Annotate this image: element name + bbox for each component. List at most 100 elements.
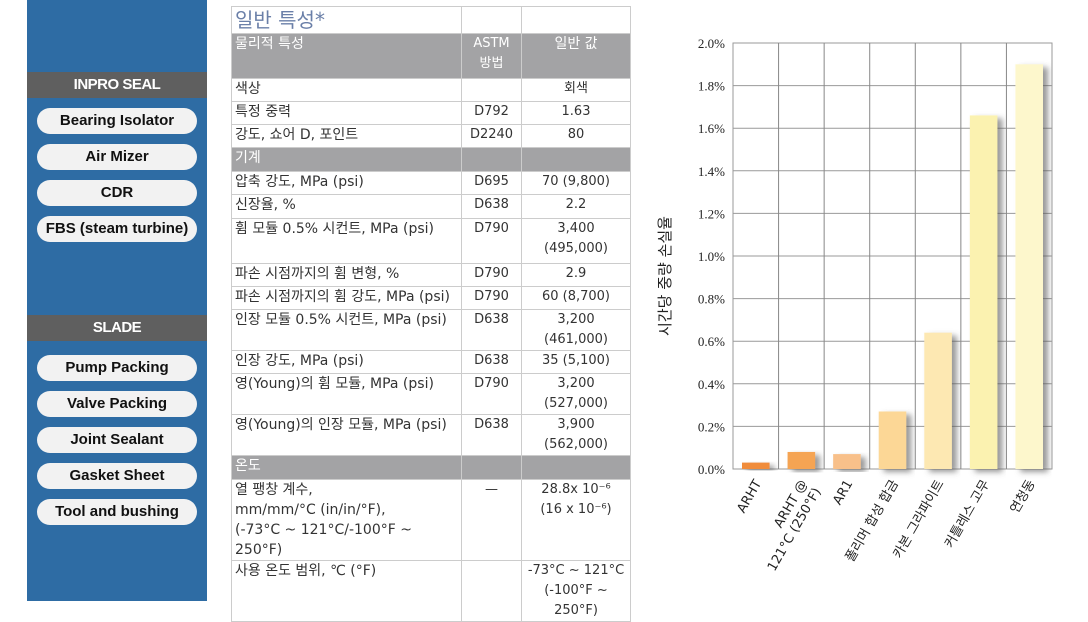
property-name: 인장 모듈 0.5% 시컨트, MPa (psi) — [231, 309, 462, 351]
x-tick-label: ARHT @121°C (250°F) — [751, 478, 825, 574]
table-row: 색상 회색 — [231, 78, 631, 102]
astm-method: D790 — [461, 263, 522, 287]
nav-button[interactable]: FBS (steam turbine) — [37, 216, 197, 242]
table-row: 강도, 쇼어 D, 포인트 D2240 80 — [231, 124, 631, 148]
property-name: 열 팽창 계수, mm/mm/°C (in/in/°F), (-73°C ~ 1… — [231, 479, 462, 561]
y-axis-label: 시간당 중량 손실율 — [656, 216, 674, 336]
column-header: ASTM 방법 — [461, 33, 522, 79]
property-name: 휨 모듈 0.5% 시컨트, MPa (psi) — [231, 218, 462, 264]
typical-value: 28.8x 10⁻⁶ (16 x 10⁻⁶) — [521, 479, 631, 561]
y-tick-label: 0.6% — [698, 334, 725, 349]
property-name: 영(Young)의 휨 모듈, MPa (psi) — [231, 373, 462, 415]
table-row: 영(Young)의 인장 모듈, MPa (psi) D638 3,900 (562… — [231, 414, 631, 456]
property-name: 파손 시점까지의 휨 강도, MPa (psi) — [231, 286, 462, 310]
astm-method: D638 — [461, 194, 522, 219]
y-tick-label: 1.8% — [698, 79, 725, 94]
typical-value: 80 — [521, 124, 631, 148]
property-name: 온도 — [231, 455, 462, 480]
property-name: 사용 온도 범위, ℃ (°F) — [231, 560, 462, 622]
astm-method — [461, 78, 522, 102]
section-header: SLADE — [27, 315, 207, 341]
column-header: 일반 값 — [521, 33, 631, 79]
table-row: 압축 강도, MPa (psi) D695 70 (9,800) — [231, 171, 631, 195]
astm-method: D2240 — [461, 124, 522, 148]
wear-rate-chart: 0.0% 0.2% 0.4% 0.6% 0.8% 1.0% 1.2% 1.4% 1.6% 1.8%… — [656, 36, 1053, 574]
typical-value: 회색 — [521, 78, 631, 102]
y-tick-label: 2.0% — [698, 36, 725, 51]
astm-method: D790 — [461, 218, 522, 264]
y-tick-label: 0.0% — [698, 462, 725, 477]
bar — [742, 462, 770, 469]
sidebar: INPRO SEAL Bearing Isolator Air Mizer CDR FB… — [27, 0, 207, 601]
bar — [787, 451, 816, 469]
typical-value: 60 (8,700) — [521, 286, 631, 310]
y-tick-label: 0.2% — [698, 419, 725, 434]
typical-value: 3,900 (562,000) — [521, 414, 631, 456]
typical-value: 1.63 — [521, 101, 631, 125]
nav-button[interactable]: Valve Packing — [37, 391, 197, 417]
y-tick-label: 0.8% — [698, 292, 725, 307]
x-tick-label: 카본 그라파이트 — [891, 477, 948, 561]
table-row: 특정 중력 D792 1.63 — [231, 101, 631, 125]
typical-value: -73°C ~ 121°C (-100°F ~ 250°F) — [521, 560, 631, 622]
property-name: 기계 — [231, 147, 462, 172]
table-row: 인장 모듈 0.5% 시컨트, MPa (psi) D638 3,200 (461,… — [231, 309, 631, 351]
bar — [924, 332, 952, 469]
table-title: 일반 특성* — [231, 6, 462, 34]
section-header: INPRO SEAL — [27, 72, 207, 98]
astm-method: — — [461, 479, 522, 561]
x-tick-label: AR1 — [830, 478, 856, 508]
table-row: 신장율, % D638 2.2 — [231, 194, 631, 219]
empty-cell — [461, 6, 522, 34]
property-name: 신장율, % — [231, 194, 462, 219]
nav-button[interactable]: CDR — [37, 180, 197, 206]
property-name: 특정 중력 — [231, 101, 462, 125]
typical-value: 35 (5,100) — [521, 350, 631, 374]
typical-value: 3,200 (527,000) — [521, 373, 631, 415]
column-header: 물리적 특성 — [231, 33, 462, 79]
y-tick-label: 1.2% — [698, 206, 725, 221]
typical-value: 3,200 (461,000) — [521, 309, 631, 351]
table-row: 인장 강도, MPa (psi) D638 35 (5,100) — [231, 350, 631, 374]
astm-method: D638 — [461, 414, 522, 456]
nav-button[interactable]: Air Mizer — [37, 144, 197, 170]
x-tick-label: 커틀레스 고무 — [942, 477, 993, 550]
nav-button[interactable]: Joint Sealant — [37, 427, 197, 453]
astm-method: D790 — [461, 373, 522, 415]
property-name: 인장 강도, MPa (psi) — [231, 350, 462, 374]
table-row: 기계 — [231, 147, 631, 172]
astm-method — [461, 455, 522, 480]
y-tick-label: 1.6% — [698, 121, 725, 136]
property-name: 압축 강도, MPa (psi) — [231, 171, 462, 195]
table-row: 영(Young)의 휨 모듈, MPa (psi) D790 3,200 (527,… — [231, 373, 631, 415]
property-name: 파손 시점까지의 휨 변형, % — [231, 263, 462, 287]
y-tick-label: 1.0% — [698, 249, 725, 264]
astm-method: D790 — [461, 286, 522, 310]
table-row: 사용 온도 범위, ℃ (°F) -73°C ~ 121°C (-100°F ~ … — [231, 560, 631, 622]
x-tick-label: ARHT — [734, 477, 765, 515]
astm-method: D638 — [461, 350, 522, 374]
table-row: 열 팽창 계수, mm/mm/°C (in/in/°F), (-73°C ~ 1… — [231, 479, 631, 561]
typical-value — [521, 147, 631, 172]
nav-button[interactable]: Pump Packing — [37, 355, 197, 381]
bar — [878, 411, 907, 469]
table-row: 파손 시점까지의 휨 변형, % D790 2.9 — [231, 263, 631, 287]
nav-button[interactable]: Bearing Isolator — [37, 108, 197, 134]
astm-method: D792 — [461, 101, 522, 125]
y-tick-label: 1.4% — [698, 164, 725, 179]
typical-value: 2.2 — [521, 194, 631, 219]
astm-method: D695 — [461, 171, 522, 195]
astm-method — [461, 147, 522, 172]
nav-button[interactable]: Gasket Sheet — [37, 463, 197, 489]
property-name: 강도, 쇼어 D, 포인트 — [231, 124, 462, 148]
y-tick-label: 0.4% — [698, 377, 725, 392]
table-row: 휨 모듈 0.5% 시컨트, MPa (psi) D790 3,400 (495,0… — [231, 218, 631, 264]
typical-value — [521, 455, 631, 480]
property-name: 색상 — [231, 78, 462, 102]
astm-method — [461, 560, 522, 622]
properties-table: 일반 특성* 물리적 특성 ASTM 방법 일반 값 색상 회색 특정 중력 D792 1.63… — [231, 6, 631, 622]
empty-cell — [521, 6, 631, 34]
nav-button[interactable]: Tool and bushing — [37, 499, 197, 525]
bar — [1015, 64, 1043, 470]
typical-value: 2.9 — [521, 263, 631, 287]
